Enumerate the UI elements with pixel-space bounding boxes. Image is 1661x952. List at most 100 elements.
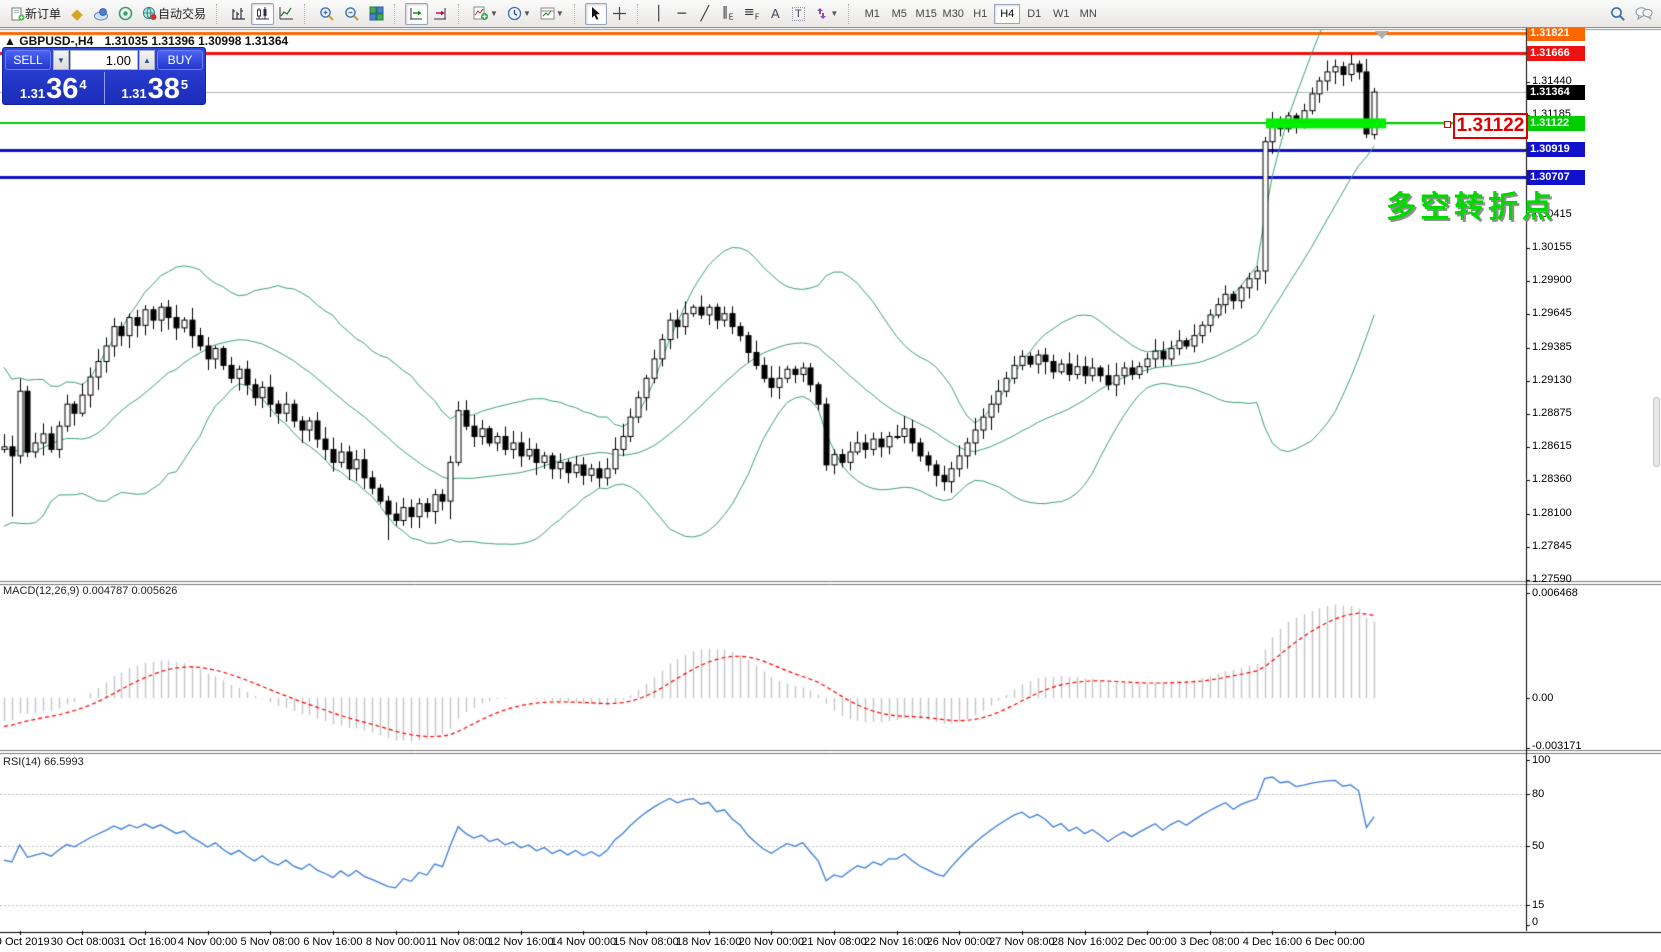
one-click-trade-panel: SELL ▼ ▲ BUY 1.31 36 4 1.31 38 5 — [2, 47, 206, 105]
timeframe-group: M1 M5 M15 M30 H1 H4 D1 W1 MN — [856, 2, 1104, 26]
rsi-axis-tick: 0 — [1532, 916, 1539, 928]
price-axis-tick: 1.29130 — [1532, 373, 1572, 386]
sell-price-small: 1.31 — [19, 86, 46, 101]
tile-windows-icon[interactable] — [365, 3, 388, 25]
pivot-price-callout[interactable]: 1.31122 — [1453, 113, 1528, 139]
volume-input[interactable] — [70, 50, 138, 70]
buy-price[interactable]: 1.31 38 5 — [105, 72, 206, 104]
date-axis-label: 15 Nov 08:00 — [613, 936, 679, 948]
chart-template-button[interactable]: ▼ — [536, 3, 568, 25]
cursor-icon[interactable] — [584, 2, 607, 25]
zoom-in-icon[interactable] — [315, 3, 339, 25]
chevron-down-icon[interactable]: ▼ — [490, 9, 498, 18]
date-axis-label: 4 Nov 00:00 — [177, 936, 238, 948]
date-axis-label: 8 Nov 00:00 — [365, 936, 426, 948]
signals-button[interactable] — [114, 3, 137, 25]
symbol-marker-icon: ▲ — [4, 34, 16, 48]
zoom-out-icon[interactable] — [340, 3, 364, 25]
volume-decrease-button[interactable]: ▼ — [53, 50, 69, 70]
new-order-icon — [11, 7, 25, 20]
add-indicator-button[interactable]: ▼ — [469, 3, 502, 25]
autotrade-button[interactable]: 自动交易 — [138, 3, 210, 25]
buy-price-sup: 5 — [180, 77, 189, 92]
chevron-down-icon[interactable]: ▼ — [555, 9, 564, 18]
crosshair-icon[interactable] — [608, 3, 631, 25]
toolbar-group-trade: 新订单 ◆ 自动交易 — [4, 2, 213, 26]
horizontal-line-icon[interactable]: ─ — [677, 5, 687, 22]
tab-m1[interactable]: M1 — [864, 7, 880, 20]
period-clock-button[interactable]: ▼ — [503, 3, 535, 25]
pivot-callout-anchor[interactable] — [1444, 121, 1451, 128]
scrollbar-thumb[interactable] — [1653, 397, 1660, 467]
date-axis-label: 18 Nov 16:00 — [675, 936, 742, 948]
bar-chart-icon[interactable] — [227, 3, 250, 25]
sell-price[interactable]: 1.31 36 4 — [3, 72, 105, 104]
tab-h4[interactable]: H4 — [994, 3, 1021, 24]
chart-shift-icon[interactable] — [429, 3, 452, 25]
sell-price-sup: 4 — [79, 77, 87, 92]
date-axis-label: 3 Dec 08:00 — [1180, 936, 1240, 948]
candlestick-icon[interactable] — [251, 2, 275, 25]
sell-button[interactable]: SELL — [5, 50, 51, 70]
price-axis-tick: 1.29900 — [1532, 274, 1572, 287]
price-axis-tick: 1.28100 — [1532, 507, 1572, 520]
tab-m5[interactable]: M5 — [891, 7, 907, 20]
date-axis-label: 5 Nov 08:00 — [240, 936, 300, 948]
macd-value-signal: 0.005626 — [131, 585, 178, 597]
toolbar-group-indicators: ▼ ▼ ▼ — [466, 2, 571, 26]
chevron-down-icon[interactable]: ▼ — [830, 9, 839, 18]
market-watch-button[interactable]: ◆ — [66, 3, 88, 25]
toolbar-group-chart-type — [224, 2, 301, 26]
rsi-title: RSI(14) — [3, 756, 41, 768]
price-axis-tick: 1.30415 — [1532, 207, 1572, 220]
new-order-button[interactable]: 新订单 — [7, 3, 65, 25]
community-button[interactable] — [89, 3, 113, 25]
date-axis-label: 26 Nov 00:00 — [926, 936, 992, 948]
symbol-header: ▲ GBPUSD-,H4 1.31035 1.31396 1.30998 1.3… — [4, 34, 288, 48]
macd-axis-tick: 0.00 — [1532, 692, 1554, 704]
trendline-icon[interactable]: ╱ — [700, 5, 710, 22]
price-axis-tick: 1.28360 — [1532, 473, 1572, 486]
equidistant-channel-icon[interactable]: ∥E — [722, 5, 734, 22]
macd-title: MACD(12,26,9) — [3, 585, 80, 597]
toolbar-separator — [394, 3, 399, 24]
text-icon[interactable]: A — [770, 6, 780, 21]
toolbar-separator — [848, 3, 853, 24]
vertical-line-icon[interactable]: │ — [654, 5, 664, 22]
tab-m30[interactable]: M30 — [942, 7, 964, 20]
line-chart-icon[interactable] — [275, 3, 298, 25]
auto-scroll-icon[interactable] — [405, 2, 429, 25]
text-label-icon[interactable]: T — [787, 3, 809, 25]
tab-d1[interactable]: D1 — [1027, 7, 1042, 20]
date-axis-label: 27 Nov 08:00 — [989, 936, 1055, 948]
tab-m15[interactable]: M15 — [915, 7, 937, 20]
price-axis-tick: 1.28615 — [1532, 440, 1572, 453]
toolbar-group-scroll — [402, 2, 455, 26]
pivot-note-text[interactable]: 多空转折点 — [1386, 191, 1556, 224]
tab-w1[interactable]: W1 — [1052, 7, 1070, 20]
date-axis-label: 21 Nov 08:00 — [801, 936, 867, 948]
chat-icon[interactable] — [1631, 3, 1657, 25]
price-tag: 1.31364 — [1527, 84, 1585, 100]
price-tag: 1.31666 — [1527, 45, 1585, 61]
tab-h1[interactable]: H1 — [973, 7, 988, 20]
date-axis-label: 11 Nov 08:00 — [425, 936, 491, 948]
price-axis-tick: 1.30155 — [1532, 241, 1572, 254]
volume-increase-button[interactable]: ▲ — [139, 50, 155, 70]
symbol-title: GBPUSD-,H4 — [19, 34, 94, 48]
buy-button[interactable]: BUY — [157, 50, 203, 70]
buy-price-small: 1.31 — [121, 86, 147, 101]
date-axis-label: 6 Dec 00:00 — [1305, 936, 1365, 948]
tab-mn[interactable]: MN — [1079, 7, 1097, 20]
macd-pane-title: MACD(12,26,9) 0.004787 0.005626 — [3, 585, 177, 597]
fibonacci-icon[interactable]: ≡F — [743, 5, 760, 22]
toolbar-separator — [304, 3, 309, 24]
search-icon[interactable] — [1606, 3, 1630, 25]
chart-shift-marker-icon[interactable] — [1375, 31, 1389, 39]
arrows-icon[interactable]: ▼ — [810, 3, 842, 25]
signal-icon — [118, 6, 133, 21]
chevron-down-icon[interactable]: ▼ — [522, 9, 531, 18]
macd-axis-tick: -0.003171 — [1532, 740, 1582, 752]
rsi-axis-tick: 100 — [1532, 754, 1551, 766]
